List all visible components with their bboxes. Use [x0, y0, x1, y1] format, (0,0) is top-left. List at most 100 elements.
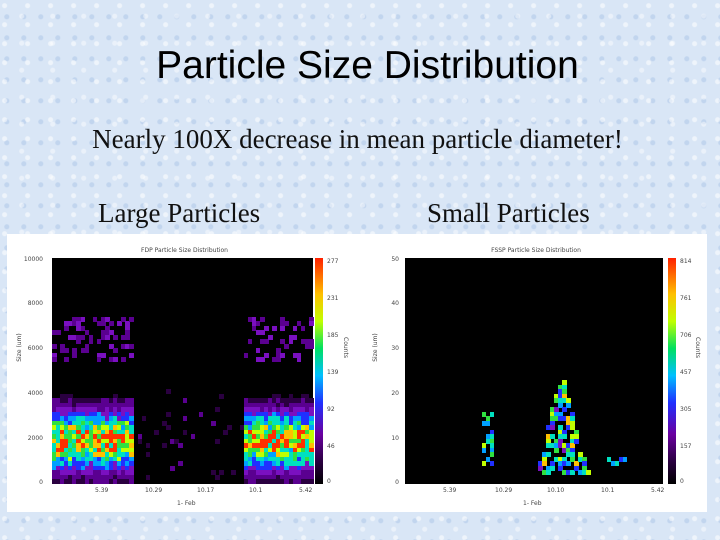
heatmap-cell — [145, 452, 151, 458]
heatmap-cell — [554, 416, 559, 422]
heatmap-cell — [550, 443, 555, 449]
heatmap-cell — [280, 407, 285, 413]
heatmap-cell — [255, 429, 261, 435]
heatmap-cell — [292, 470, 298, 476]
heatmap-cell — [570, 434, 575, 440]
heatmap-cell — [284, 447, 290, 453]
heatmap-cell — [76, 452, 82, 458]
heatmap-cell — [284, 461, 290, 467]
heatmap-cell — [280, 443, 285, 449]
heatmap-cell — [481, 447, 487, 453]
heatmap-cell — [72, 416, 77, 422]
heatmap-cell — [280, 429, 285, 435]
heatmap-cell — [52, 420, 57, 426]
heatmap-cell — [72, 321, 77, 327]
heatmap-cell — [272, 416, 277, 422]
heatmap-cell — [259, 474, 265, 480]
heatmap-cell — [125, 321, 130, 327]
heatmap-cell — [125, 443, 130, 449]
heatmap-cell — [272, 398, 277, 404]
heatmap-cell — [68, 461, 73, 467]
heatmap-cell — [284, 425, 290, 431]
heatmap-cell — [481, 411, 487, 417]
heatmap-cell — [308, 416, 314, 422]
heatmap-cell — [259, 429, 265, 435]
heatmap-cell — [558, 389, 563, 395]
heatmap-cell — [284, 443, 290, 449]
heatmap-cell — [72, 411, 77, 417]
heatmap-cell — [80, 429, 86, 435]
heatmap-cell — [255, 416, 261, 422]
heatmap-cell — [251, 325, 257, 331]
heatmap-cell — [542, 461, 547, 467]
heatmap-cell — [296, 429, 302, 435]
heatmap-cell — [554, 456, 559, 462]
heatmap-cell — [264, 425, 269, 431]
heatmap-cell — [84, 461, 90, 467]
heatmap-cell — [280, 339, 285, 345]
heatmap-cell — [92, 465, 98, 471]
heatmap-cell — [276, 402, 281, 408]
heatmap-cell — [562, 470, 567, 476]
heatmap-cell — [280, 452, 285, 458]
right-cbar-tick: 814 — [680, 258, 692, 265]
heatmap-cell — [88, 339, 94, 345]
heatmap-cell — [255, 330, 261, 336]
heatmap-cell — [554, 407, 559, 413]
heatmap-cell — [113, 407, 118, 413]
heatmap-cell — [121, 452, 126, 458]
heatmap-cell — [264, 420, 269, 426]
heatmap-cell — [56, 330, 61, 336]
heatmap-cell — [251, 398, 257, 404]
heatmap-cell — [117, 407, 122, 413]
left-cbar-tick: 139 — [327, 369, 339, 376]
heatmap-cell — [276, 352, 281, 358]
heatmap-cell — [52, 438, 57, 444]
heatmap-cell — [166, 425, 171, 431]
right-xtick: 10.29 — [495, 487, 513, 494]
heatmap-cell — [80, 434, 86, 440]
heatmap-cell — [284, 474, 290, 480]
heatmap-cell — [125, 425, 130, 431]
heatmap-cell — [255, 420, 261, 426]
heatmap-cell — [296, 434, 302, 440]
heatmap-cell — [308, 316, 314, 322]
heatmap-cell — [72, 352, 77, 358]
heatmap-cell — [72, 348, 77, 354]
heatmap-cell — [76, 434, 82, 440]
heatmap-cell — [292, 456, 298, 462]
heatmap-cell — [562, 456, 567, 462]
heatmap-cell — [546, 443, 551, 449]
heatmap-cell — [304, 420, 310, 426]
left-ytick: 0 — [39, 479, 43, 486]
heatmap-cell — [117, 470, 122, 476]
heatmap-cell — [52, 465, 57, 471]
heatmap-cell — [64, 470, 69, 476]
heatmap-cell — [96, 411, 102, 417]
heatmap-cell — [76, 420, 82, 426]
heatmap-cell — [268, 479, 273, 485]
heatmap-cell — [105, 334, 110, 340]
heatmap-cell — [300, 465, 306, 471]
heatmap-cell — [84, 343, 90, 349]
heatmap-cell — [292, 398, 298, 404]
heatmap-cell — [292, 407, 298, 413]
heatmap-cell — [288, 402, 294, 408]
heatmap-cell — [80, 316, 86, 322]
heatmap-cell — [76, 456, 82, 462]
heatmap-cell — [280, 465, 285, 471]
heatmap-cell — [296, 479, 302, 485]
heatmap-cell — [92, 402, 98, 408]
heatmap-cell — [117, 479, 122, 485]
heatmap-cell — [558, 465, 563, 471]
heatmap-cell — [489, 434, 495, 440]
heatmap-cell — [117, 443, 122, 449]
heatmap-cell — [117, 461, 122, 467]
heatmap-cell — [272, 429, 277, 435]
heatmap-cell — [550, 461, 555, 467]
heatmap-cell — [109, 420, 114, 426]
heatmap-cell — [52, 407, 57, 413]
heatmap-cell — [296, 357, 302, 363]
heatmap-cell — [308, 434, 314, 440]
heatmap-cell — [117, 452, 122, 458]
